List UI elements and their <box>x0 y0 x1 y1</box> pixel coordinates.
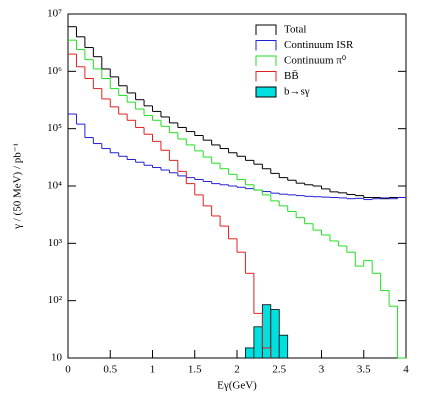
y-tick-label: 10 <box>51 352 63 364</box>
hist-bar <box>245 347 255 359</box>
hist-bar <box>270 309 280 359</box>
hist-bar <box>261 304 272 359</box>
x-tick-label: 3 <box>319 364 325 376</box>
legend-label: BB̄ <box>284 70 299 82</box>
y-tick-label: 10² <box>48 294 63 306</box>
x-tick-label: 0.5 <box>103 364 117 376</box>
x-tick-label: 0 <box>65 364 71 376</box>
hist-bar <box>278 334 289 359</box>
legend-label: b→sγ <box>284 86 310 98</box>
hist-bar <box>253 326 263 359</box>
legend-label: Continuum π⁰ <box>284 55 347 67</box>
legend-swatch <box>255 71 277 82</box>
y-tick-label: 10⁷ <box>47 8 62 20</box>
legend-label: Continuum ISR <box>284 39 354 51</box>
x-tick-label: 2 <box>234 364 240 376</box>
x-tick-label: 1 <box>150 364 156 376</box>
y-tick-label: 10⁴ <box>47 180 62 192</box>
y-tick-label: 10⁵ <box>47 122 62 134</box>
legend-swatch <box>255 40 277 51</box>
legend-swatch <box>255 24 277 35</box>
y-tick-label: 10³ <box>48 237 63 249</box>
y-tick-label: 10⁶ <box>47 65 62 77</box>
y-axis-label: γ / (50 MeV) / pb⁻¹ <box>12 143 24 230</box>
x-tick-label: 2.5 <box>272 364 286 376</box>
legend-swatch <box>255 86 277 98</box>
x-tick-label: 3.5 <box>357 364 371 376</box>
x-axis-label: Eγ(GeV) <box>217 380 257 392</box>
x-tick-label: 4 <box>403 364 409 376</box>
legend-swatch <box>255 55 277 66</box>
legend-label: Total <box>284 24 306 36</box>
x-tick-label: 1.5 <box>188 364 202 376</box>
